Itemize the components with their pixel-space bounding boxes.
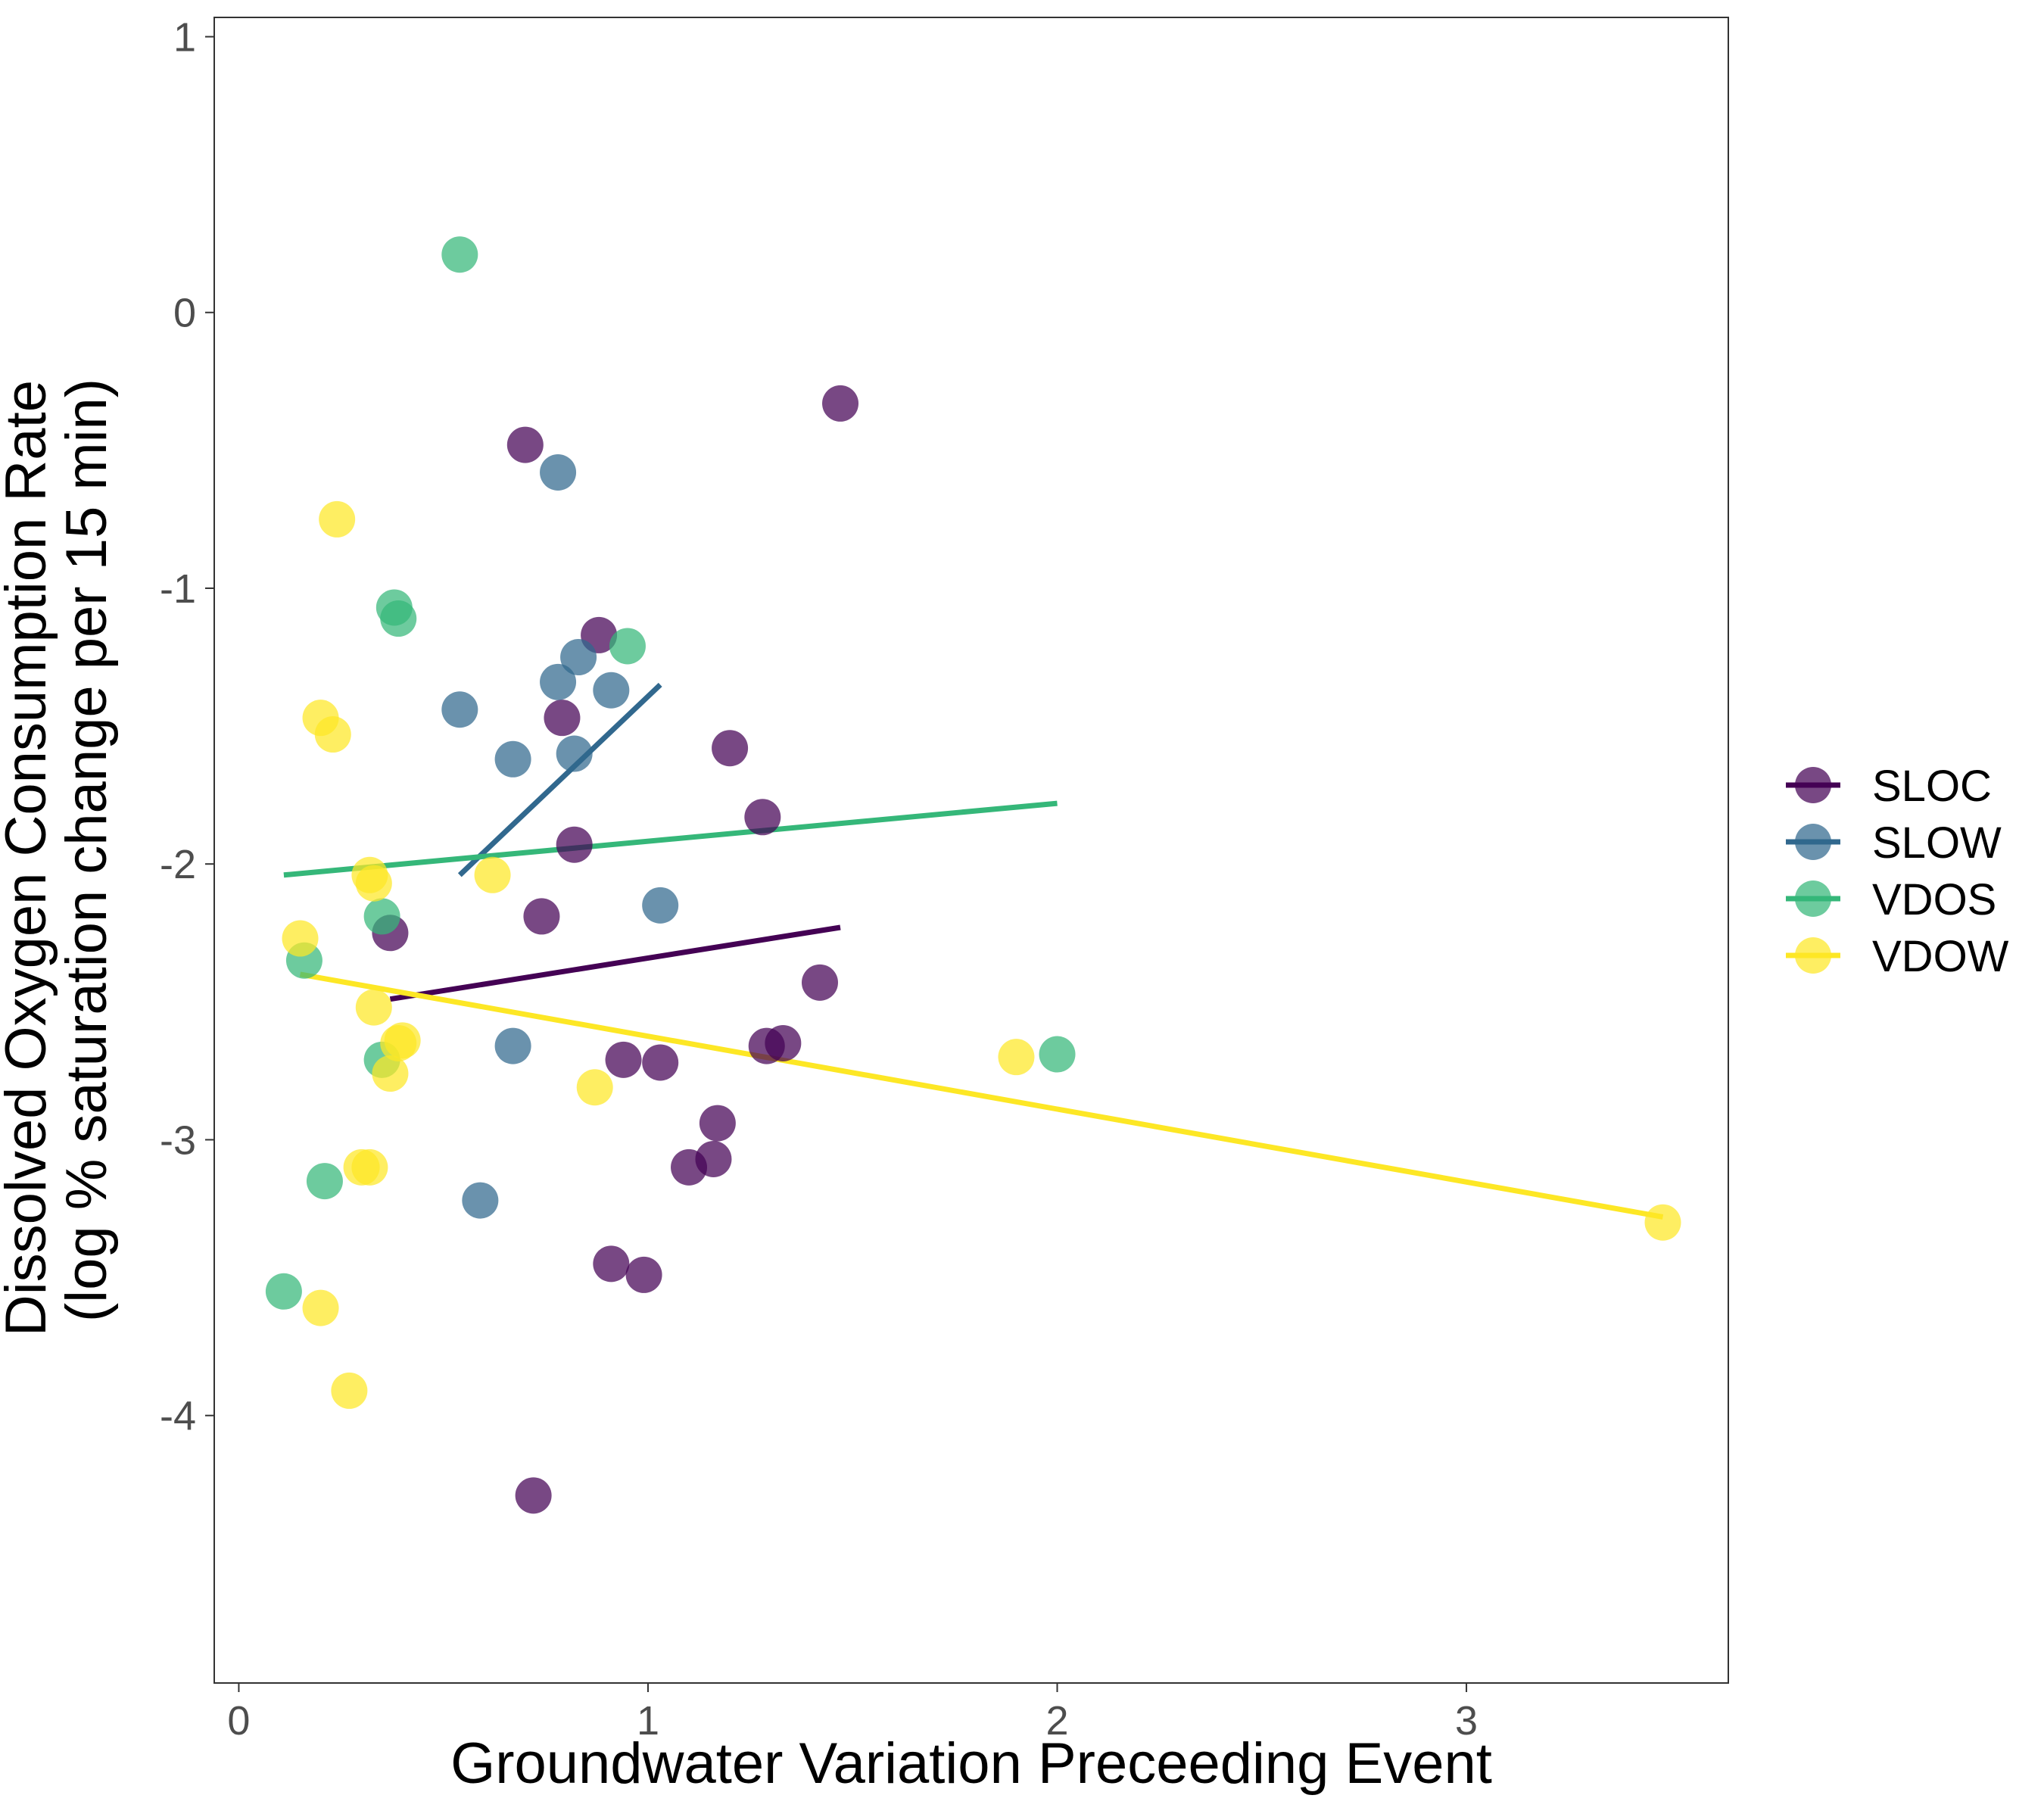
fit-line-vdow bbox=[299, 971, 1664, 1220]
point-sloc-7 bbox=[523, 898, 560, 935]
point-slow-7 bbox=[642, 887, 679, 924]
y-tick-label-3: -2 bbox=[160, 842, 196, 887]
point-vdow-14 bbox=[351, 1148, 388, 1186]
point-vdos-3 bbox=[609, 628, 646, 665]
fit-lines bbox=[283, 682, 1664, 1220]
point-slow-2 bbox=[540, 663, 577, 700]
legend-key-sloc bbox=[1786, 767, 1840, 803]
x-tick-label-3: 3 bbox=[1455, 1698, 1478, 1744]
fit-line-slow bbox=[457, 682, 662, 877]
legend-label-vdos: VDOS bbox=[1872, 875, 1996, 924]
point-vdow-9 bbox=[380, 1024, 417, 1061]
y-tick-label-4: -3 bbox=[160, 1117, 196, 1163]
point-vdow-16 bbox=[302, 1289, 339, 1326]
y-axis: 1 0 -1 -2 -3 -4 bbox=[160, 14, 214, 1439]
point-sloc-12 bbox=[605, 1041, 642, 1078]
x-tick-label-2: 2 bbox=[1045, 1698, 1068, 1744]
point-vdos-9 bbox=[265, 1273, 302, 1310]
point-sloc-9 bbox=[802, 964, 838, 1001]
point-vdow-5 bbox=[355, 865, 392, 902]
point-vdos-7 bbox=[1039, 1036, 1076, 1073]
point-vdow-10 bbox=[372, 1055, 409, 1092]
y-tick-label-5: -4 bbox=[160, 1394, 196, 1439]
point-slow-4 bbox=[441, 691, 478, 728]
legend-label-sloc: SLOC bbox=[1872, 762, 1992, 811]
point-sloc-0 bbox=[506, 426, 544, 463]
point-slow-6 bbox=[494, 740, 531, 778]
point-sloc-13 bbox=[642, 1044, 679, 1081]
point-slow-1 bbox=[560, 639, 597, 676]
point-sloc-14 bbox=[699, 1105, 736, 1142]
legend-point-sloc bbox=[1795, 767, 1831, 803]
point-sloc-5 bbox=[744, 799, 781, 836]
data-points bbox=[265, 236, 1681, 1514]
point-slow-8 bbox=[494, 1027, 531, 1064]
point-vdow-2 bbox=[314, 716, 351, 753]
point-vdow-11 bbox=[576, 1069, 613, 1106]
point-sloc-19 bbox=[515, 1477, 552, 1514]
point-sloc-3 bbox=[544, 700, 581, 737]
legend-key-vdos bbox=[1786, 880, 1840, 917]
y-axis-title-line-2: (log % saturation change per 15 min) bbox=[55, 379, 119, 1322]
legend-key-slow bbox=[1786, 824, 1840, 860]
point-vdow-7 bbox=[355, 989, 392, 1026]
x-tick-label-0: 0 bbox=[227, 1698, 250, 1744]
plot-panel bbox=[213, 17, 1729, 1684]
legend-point-vdow bbox=[1795, 937, 1831, 974]
point-vdow-15 bbox=[1644, 1204, 1681, 1241]
point-sloc-17 bbox=[593, 1245, 630, 1282]
point-vdos-0 bbox=[441, 236, 478, 273]
x-axis-title: Groundwater Variation Preceeding Event bbox=[450, 1731, 1492, 1796]
point-slow-9 bbox=[462, 1182, 499, 1219]
point-slow-0 bbox=[540, 453, 577, 491]
point-sloc-16 bbox=[671, 1148, 708, 1186]
point-vdow-0 bbox=[319, 500, 356, 538]
point-sloc-4 bbox=[712, 730, 749, 767]
y-axis-title-line-1: Dissolved Oxygen Consumption Rate bbox=[0, 380, 58, 1336]
point-vdow-4 bbox=[474, 856, 511, 893]
legend-key-vdow bbox=[1786, 937, 1840, 974]
y-axis-title: Dissolved Oxygen Consumption Rate (log %… bbox=[0, 364, 119, 1336]
fit-line-vdos bbox=[283, 800, 1058, 878]
x-axis: 0 1 2 3 bbox=[227, 1683, 1478, 1744]
legend: SLOC SLOW VDOS VDOW bbox=[1786, 762, 2009, 981]
point-sloc-18 bbox=[625, 1256, 662, 1293]
point-sloc-11 bbox=[748, 1027, 785, 1064]
fit-line-sloc bbox=[389, 924, 841, 1002]
point-slow-3 bbox=[593, 672, 630, 709]
point-vdow-12 bbox=[998, 1039, 1035, 1076]
point-sloc-1 bbox=[822, 385, 859, 422]
point-vdow-6 bbox=[282, 920, 319, 957]
y-tick-label-2: -1 bbox=[160, 566, 196, 612]
legend-label-vdow: VDOW bbox=[1872, 932, 2009, 981]
y-tick-label-1: 0 bbox=[173, 291, 196, 336]
point-slow-5 bbox=[556, 735, 593, 772]
point-vdow-17 bbox=[331, 1372, 368, 1409]
x-tick-label-1: 1 bbox=[637, 1698, 659, 1744]
legend-label-slow: SLOW bbox=[1872, 818, 2002, 868]
point-vdos-4 bbox=[363, 898, 400, 935]
point-vdos-8 bbox=[306, 1163, 343, 1200]
legend-point-vdos bbox=[1795, 880, 1831, 917]
point-sloc-6 bbox=[556, 826, 593, 863]
y-tick-label-0: 1 bbox=[173, 14, 196, 60]
legend-point-slow bbox=[1795, 824, 1831, 860]
point-vdos-2 bbox=[380, 600, 417, 637]
